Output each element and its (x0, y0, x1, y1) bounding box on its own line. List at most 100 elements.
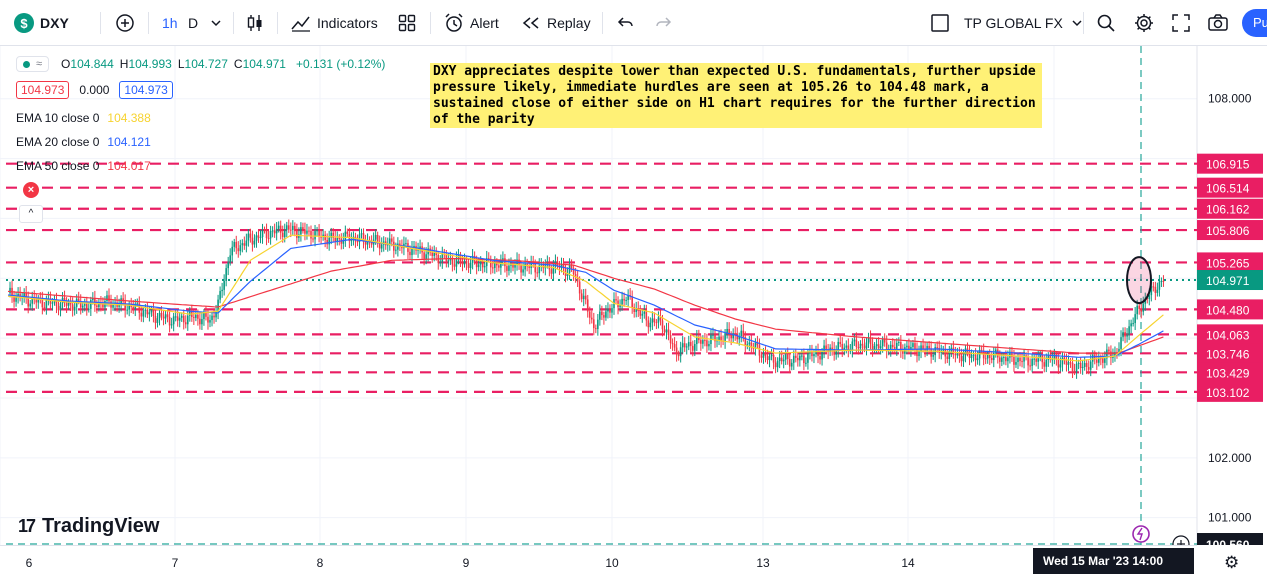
candle-body (689, 342, 692, 346)
candle-body (57, 306, 60, 311)
candle-body (326, 240, 328, 245)
candle-body (334, 237, 337, 242)
symbol-search-button[interactable]: $ DXY (14, 0, 69, 46)
level-label-background (1197, 220, 1263, 241)
replay-icon (522, 17, 539, 29)
candle-body (570, 265, 573, 269)
candle-body (498, 265, 500, 268)
candle-body (574, 274, 577, 278)
candle-body (90, 300, 92, 309)
candle-body (655, 322, 658, 324)
market-status-pill[interactable]: ≈ (16, 56, 50, 72)
candle-body (784, 354, 787, 360)
candle-body (201, 319, 203, 325)
candle-body (1021, 361, 1023, 363)
interval-dropdown[interactable] (210, 0, 222, 46)
candle-body (233, 241, 236, 247)
redo-button[interactable] (654, 0, 672, 46)
candle-body (740, 330, 743, 336)
candle-body (277, 225, 280, 229)
candle-body (736, 333, 739, 340)
publish-button[interactable]: Pu (1242, 9, 1267, 37)
chevron-down-icon (1072, 20, 1082, 27)
data-source-selector[interactable]: TP GLOBAL FX (930, 0, 1083, 46)
candle-body (641, 313, 644, 316)
candle-body (144, 309, 147, 311)
interval-d-button[interactable]: D (188, 0, 198, 46)
level-label-background (1197, 177, 1263, 198)
undo-button[interactable] (617, 0, 635, 46)
candle-body (603, 315, 605, 318)
candle-body (417, 249, 419, 251)
toolbar-divider (233, 12, 234, 34)
candle-body (718, 336, 720, 341)
candle-body (37, 298, 40, 303)
search-button[interactable] (1096, 0, 1116, 46)
candle-body (203, 312, 205, 320)
candle-body (423, 252, 425, 260)
level-label-background (1197, 343, 1263, 364)
settings-button[interactable] (1133, 0, 1155, 46)
candle-body (936, 347, 938, 349)
candle-body (712, 334, 714, 336)
candle-body (841, 343, 844, 350)
candle-body (15, 296, 17, 302)
snapshot-button[interactable] (1207, 0, 1229, 46)
candle-body (912, 343, 914, 347)
interval-1h-button[interactable]: 1h (162, 0, 178, 46)
candle-body (992, 352, 995, 361)
candle-body (69, 302, 72, 305)
candle-body (55, 299, 58, 307)
candle-body (817, 350, 819, 357)
candle-body (186, 315, 189, 325)
time-axis[interactable]: 6 7 8 9 10 13 14 (0, 545, 1197, 580)
candle-body (1033, 358, 1035, 360)
interval-label: 1h (162, 15, 178, 31)
alarm-clock-icon (445, 13, 463, 32)
price-chart[interactable]: 108.000102.000101.000100.000106.915106.5… (0, 46, 1267, 545)
candle-body (944, 349, 947, 357)
candle-body (694, 344, 696, 351)
candle-body (136, 303, 139, 305)
candle-body (930, 348, 932, 357)
layouts-button[interactable] (397, 0, 417, 46)
candle-body (1069, 362, 1072, 364)
candle-body (580, 293, 583, 300)
candle-body (1104, 358, 1106, 363)
candle-body (1057, 359, 1060, 368)
candle-body (627, 295, 629, 301)
level-label: 105.806 (1206, 224, 1250, 238)
candle-body (102, 304, 104, 308)
ema10-legend[interactable]: EMA 10 close 0 104.388 (16, 111, 151, 127)
candle-body (344, 231, 347, 240)
indicators-button[interactable]: Indicators (290, 0, 378, 46)
buy-price-box[interactable]: 104.973 (119, 81, 173, 99)
ema20-legend[interactable]: EMA 20 close 0 104.121 (16, 135, 151, 151)
close-icon[interactable]: × (23, 182, 39, 198)
candle-body (671, 343, 674, 345)
replay-button[interactable]: Replay (521, 0, 591, 46)
level-label-background (1197, 153, 1263, 174)
axis-settings-gear-icon[interactable]: ⚙ (1224, 553, 1240, 572)
alert-button[interactable]: Alert (443, 0, 499, 46)
add-plus-icon (1177, 540, 1185, 545)
candle-body (572, 268, 575, 275)
fullscreen-button[interactable] (1172, 0, 1190, 46)
candle-body (180, 315, 183, 318)
chevron-down-icon (211, 20, 221, 27)
candle-body (59, 303, 62, 311)
candle-body (1029, 365, 1031, 367)
candle-body (881, 339, 884, 347)
chart-type-button[interactable] (245, 0, 265, 46)
candle-body (1071, 362, 1074, 371)
collapse-legend-button[interactable]: ^ (19, 205, 43, 223)
candle-body (631, 296, 633, 308)
compare-symbol-button[interactable] (115, 0, 135, 46)
sell-price-box[interactable]: 104.973 (16, 81, 70, 99)
candle-body (675, 347, 678, 355)
candle-body (900, 342, 902, 351)
text-annotation[interactable]: DXY appreciates despite lower than expec… (430, 63, 1042, 128)
ema50-legend[interactable]: EMA 50 close 0 104.017 (16, 159, 151, 175)
candle-body (249, 233, 252, 238)
candle-body (227, 262, 229, 269)
